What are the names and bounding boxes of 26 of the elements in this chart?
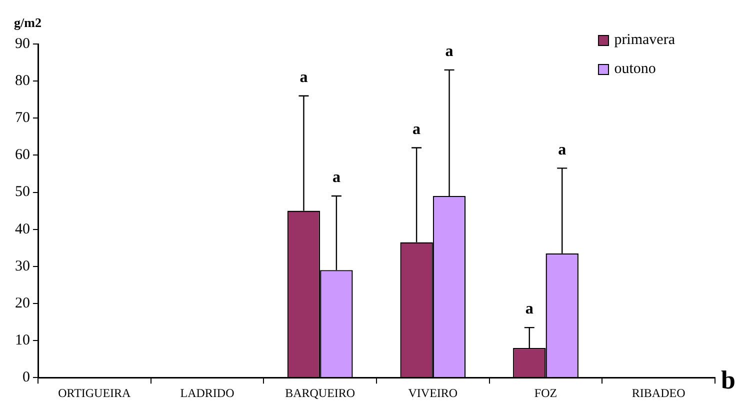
x-tick-label: FOZ — [534, 386, 558, 400]
y-tick-label: 0 — [22, 370, 30, 386]
annotation: a — [412, 120, 421, 138]
y-tick-label: 80 — [15, 73, 30, 90]
y-axis-title: g/m2 — [14, 14, 42, 30]
y-tick-label: 90 — [15, 36, 30, 52]
annotation: a — [558, 141, 566, 158]
text: b — [721, 365, 736, 394]
y-tick-label: 60 — [15, 147, 30, 164]
x-tick-label: BARQUEIRO — [285, 386, 356, 400]
x-tick-label: LADRIDO — [180, 386, 235, 400]
x-tick-label: ORTIGUEIRA — [58, 386, 132, 400]
y-tick-label: 40 — [15, 221, 30, 238]
y-tick-label: 70 — [15, 110, 30, 126]
y-tick-label: 20 — [15, 295, 30, 312]
y-tick-label: 50 — [15, 184, 30, 200]
annotation: a — [300, 69, 308, 86]
annotation: a — [525, 300, 534, 318]
y-tick-label: 10 — [15, 332, 30, 348]
x-tick-label: RIBADEO — [632, 386, 686, 400]
legend-label: outono — [614, 60, 656, 79]
legend-label: primavera — [614, 31, 675, 50]
annotation: a — [445, 43, 454, 60]
annotation: a — [332, 169, 340, 186]
x-tick-label: VIVEIRO — [408, 386, 458, 400]
y-tick-label: 30 — [15, 258, 30, 274]
